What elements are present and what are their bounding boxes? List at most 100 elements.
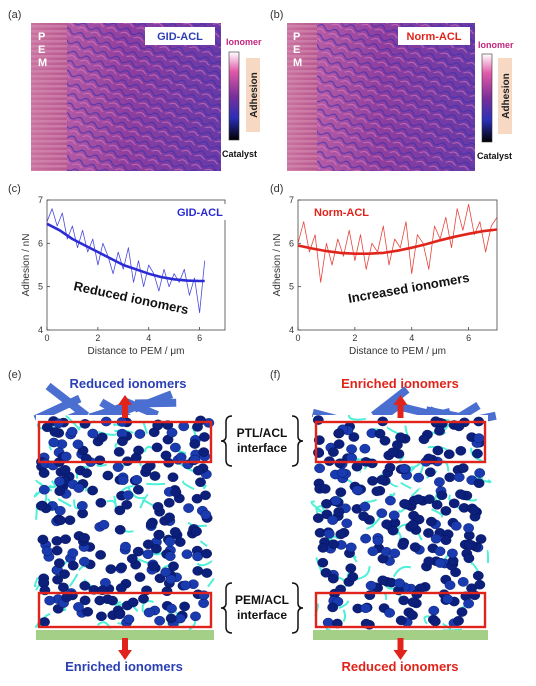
catalyst-particle bbox=[67, 548, 79, 558]
catalyst-particle bbox=[102, 470, 114, 481]
catalyst-particle bbox=[64, 515, 76, 526]
catalyst-particle bbox=[471, 448, 483, 459]
top-text-e: Reduced ionomers bbox=[69, 376, 186, 391]
catalyst-particle bbox=[351, 485, 363, 495]
catalyst-particle bbox=[59, 569, 70, 579]
schematic-e bbox=[33, 382, 215, 660]
catalyst-particle bbox=[164, 551, 176, 562]
catalyst-particle bbox=[327, 515, 339, 525]
catalyst-particle bbox=[167, 472, 179, 483]
catalyst-particle bbox=[164, 536, 176, 547]
catalyst-particle bbox=[468, 505, 480, 516]
catalyst-particle bbox=[201, 568, 213, 578]
x-tick-label: 6 bbox=[197, 333, 202, 343]
catalyst-particle bbox=[191, 493, 203, 504]
ionomer-strand bbox=[182, 480, 195, 490]
catalyst-particle bbox=[105, 564, 117, 574]
sample-tag-gid: GID-ACL bbox=[157, 31, 203, 43]
catalyst-particle bbox=[381, 519, 393, 530]
pem-letter-m: M bbox=[38, 57, 47, 69]
catalyst-particle bbox=[67, 560, 79, 571]
y-tick-label: 4 bbox=[289, 325, 294, 335]
catalyst-particle bbox=[107, 595, 118, 606]
x-tick-label: 2 bbox=[352, 333, 357, 343]
colorbar-a: Ionomer Adhesion Catalyst bbox=[222, 37, 262, 159]
x-axis-label: Distance to PEM / μm bbox=[349, 346, 446, 357]
catalyst-particle bbox=[44, 595, 56, 606]
catalyst-particle bbox=[359, 501, 371, 512]
right-brace bbox=[291, 415, 304, 467]
catalyst-particle bbox=[60, 451, 72, 462]
ionomer-strand bbox=[431, 508, 444, 518]
catalyst-particle bbox=[444, 580, 456, 590]
fit-line bbox=[46, 222, 205, 283]
catalyst-particle bbox=[443, 449, 455, 460]
bottom-text-f: Reduced ionomers bbox=[341, 659, 458, 674]
catalyst-particle bbox=[424, 467, 436, 478]
catalyst-particle bbox=[166, 603, 177, 614]
ionomer-strand bbox=[423, 615, 430, 625]
catalyst-particle bbox=[395, 432, 406, 443]
catalyst-particle bbox=[387, 447, 398, 458]
catalyst-particle bbox=[312, 415, 324, 425]
catalyst-particle bbox=[51, 545, 63, 556]
catalyst-particle bbox=[133, 445, 145, 456]
catalyst-particle bbox=[96, 432, 108, 443]
catalyst-particle bbox=[423, 528, 434, 538]
catalyst-particle bbox=[166, 427, 178, 438]
ionomer-strand bbox=[310, 500, 315, 506]
catalyst-particle bbox=[59, 464, 71, 475]
colorbar-side-label: Adhesion bbox=[501, 73, 512, 119]
catalyst-particle bbox=[440, 506, 452, 516]
catalyst-particle bbox=[174, 613, 186, 624]
catalyst-particle bbox=[409, 542, 421, 552]
catalyst-particle bbox=[384, 462, 396, 473]
catalyst-particle bbox=[393, 578, 405, 588]
catalyst-particle bbox=[440, 535, 452, 546]
sample-tag-norm: Norm-ACL bbox=[407, 31, 462, 43]
catalyst-particle bbox=[94, 595, 106, 606]
catalyst-particle bbox=[160, 450, 172, 461]
catalyst-particle bbox=[120, 541, 131, 552]
y-tick-label: 4 bbox=[38, 325, 43, 335]
catalyst-particle bbox=[319, 484, 331, 494]
schematic-f bbox=[310, 386, 497, 660]
y-tick-label: 5 bbox=[289, 282, 294, 292]
catalyst-particle bbox=[334, 458, 346, 469]
catalyst-particle bbox=[87, 485, 99, 496]
catalyst-particle bbox=[169, 442, 181, 453]
ionomer-strand bbox=[207, 577, 215, 588]
catalyst-particle bbox=[38, 484, 50, 495]
catalyst-particle bbox=[143, 607, 155, 618]
legend-label: GID-ACL bbox=[177, 207, 223, 219]
fit-line bbox=[297, 228, 498, 255]
catalyst-particle bbox=[53, 418, 64, 429]
catalyst-particle bbox=[367, 546, 379, 557]
catalyst-particle bbox=[192, 465, 204, 476]
catalyst-particle bbox=[163, 497, 175, 508]
panel-label: (c) bbox=[8, 183, 21, 195]
catalyst-particle bbox=[147, 561, 159, 572]
catalyst-particle bbox=[145, 519, 157, 529]
x-tick-label: 4 bbox=[409, 333, 414, 343]
catalyst-particle bbox=[76, 500, 88, 511]
catalyst-particle bbox=[457, 463, 469, 473]
catalyst-particle bbox=[317, 543, 329, 553]
down-arrow bbox=[393, 638, 408, 660]
catalyst-particle bbox=[54, 486, 66, 497]
catalyst-particle bbox=[365, 580, 377, 591]
catalyst-particle bbox=[115, 583, 127, 593]
pem-strip bbox=[36, 630, 214, 640]
catalyst-particle bbox=[463, 598, 474, 609]
catalyst-particle bbox=[161, 586, 173, 597]
catalyst-particle bbox=[384, 608, 395, 618]
catalyst-particle bbox=[463, 523, 474, 533]
ionomer-strand bbox=[33, 489, 42, 498]
catalyst-particle bbox=[436, 490, 448, 501]
catalyst-particle bbox=[192, 566, 204, 576]
catalyst-particle bbox=[359, 443, 371, 454]
ionomer-strand bbox=[486, 549, 490, 564]
catalyst-particle bbox=[472, 570, 484, 581]
catalyst-particle bbox=[320, 568, 332, 578]
catalyst-particle bbox=[179, 580, 191, 591]
